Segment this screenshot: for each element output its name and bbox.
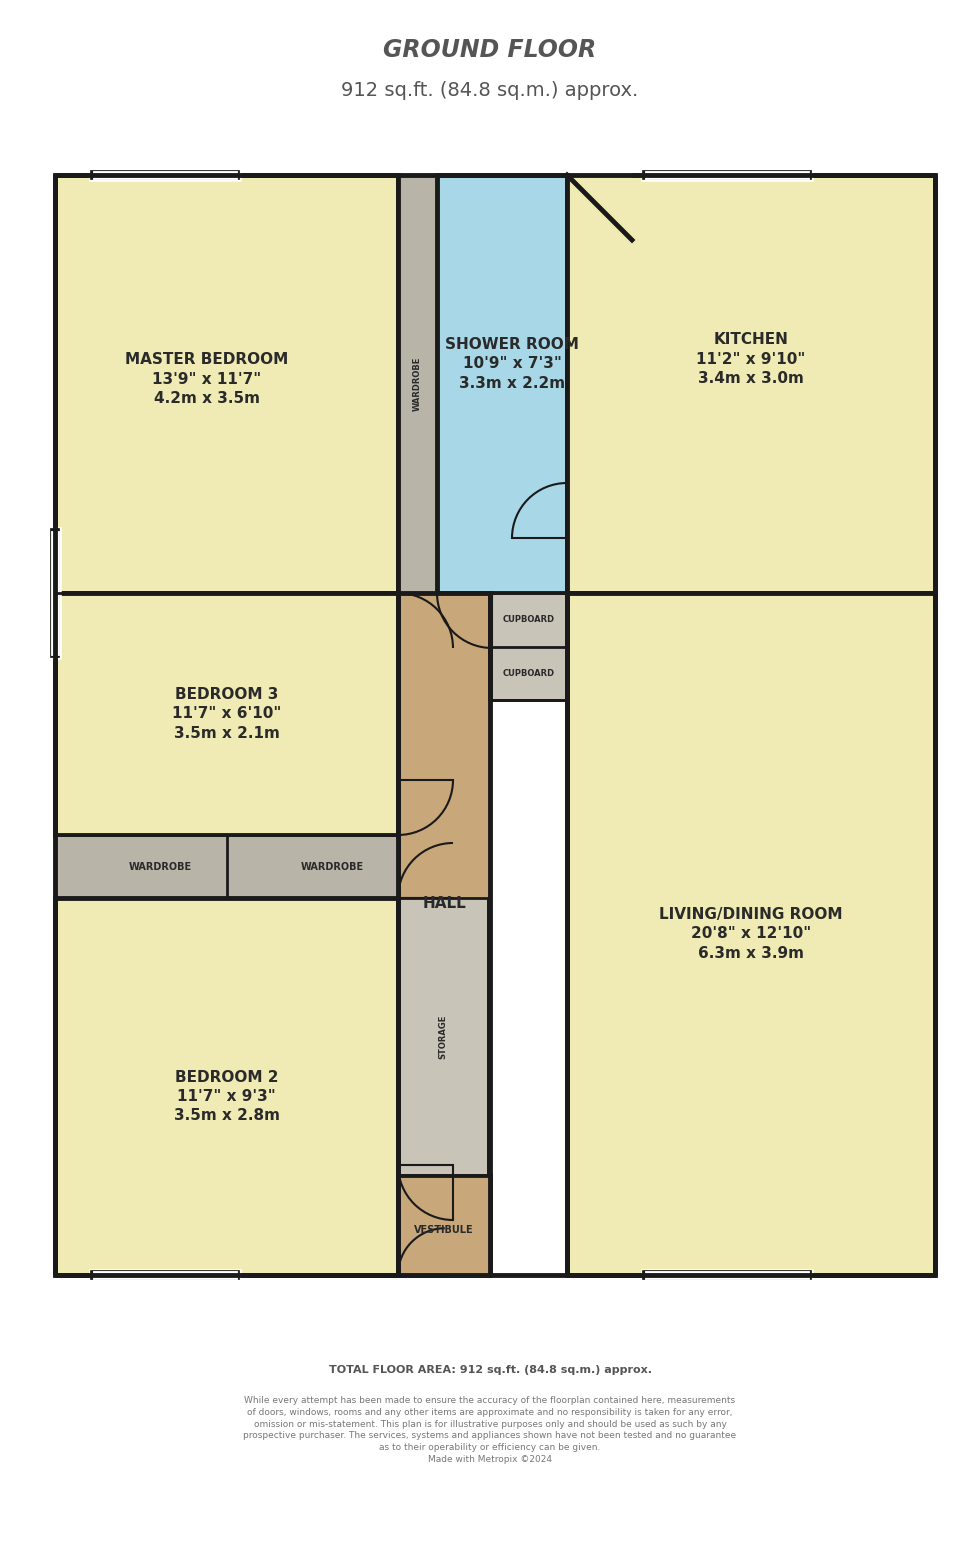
Bar xyxy=(567,593,935,1275)
Text: WARDROBE: WARDROBE xyxy=(301,862,364,871)
Bar xyxy=(490,593,567,699)
Bar xyxy=(567,175,935,593)
Bar xyxy=(55,835,398,897)
Text: KITCHEN
11'2" x 9'10"
3.4m x 3.0m: KITCHEN 11'2" x 9'10" 3.4m x 3.0m xyxy=(697,333,806,385)
Bar xyxy=(437,175,567,593)
Bar xyxy=(398,593,490,1275)
Text: WARDROBE: WARDROBE xyxy=(129,862,192,871)
Text: TOTAL FLOOR AREA: 912 sq.ft. (84.8 sq.m.) approx.: TOTAL FLOOR AREA: 912 sq.ft. (84.8 sq.m.… xyxy=(328,1364,652,1375)
Bar xyxy=(398,1176,490,1275)
Bar xyxy=(55,175,398,593)
Text: VESTIBULE: VESTIBULE xyxy=(415,1225,473,1235)
Bar xyxy=(55,593,398,835)
Bar xyxy=(398,897,488,1176)
Text: STORAGE: STORAGE xyxy=(438,1015,448,1058)
Text: CUPBOARD: CUPBOARD xyxy=(503,616,555,625)
Text: LIVING/DINING ROOM
20'8" x 12'10"
6.3m x 3.9m: LIVING/DINING ROOM 20'8" x 12'10" 6.3m x… xyxy=(660,907,843,961)
Text: BEDROOM 2
11'7" x 9'3"
3.5m x 2.8m: BEDROOM 2 11'7" x 9'3" 3.5m x 2.8m xyxy=(173,1071,279,1123)
Text: CUPBOARD: CUPBOARD xyxy=(503,668,555,678)
Text: SHOWER ROOM
10'9" x 7'3"
3.3m x 2.2m: SHOWER ROOM 10'9" x 7'3" 3.3m x 2.2m xyxy=(445,337,579,391)
Text: WARDROBE: WARDROBE xyxy=(413,357,422,412)
Text: GROUND FLOOR: GROUND FLOOR xyxy=(383,39,597,62)
Text: HALL: HALL xyxy=(422,897,466,911)
Text: While every attempt has been made to ensure the accuracy of the floorplan contai: While every attempt has been made to ens… xyxy=(243,1395,737,1463)
Bar xyxy=(398,175,437,593)
Bar xyxy=(55,897,398,1275)
Text: BEDROOM 3
11'7" x 6'10"
3.5m x 2.1m: BEDROOM 3 11'7" x 6'10" 3.5m x 2.1m xyxy=(172,687,281,741)
Text: 912 sq.ft. (84.8 sq.m.) approx.: 912 sq.ft. (84.8 sq.m.) approx. xyxy=(341,80,639,99)
Text: MASTER BEDROOM
13'9" x 11'7"
4.2m x 3.5m: MASTER BEDROOM 13'9" x 11'7" 4.2m x 3.5m xyxy=(124,353,288,405)
